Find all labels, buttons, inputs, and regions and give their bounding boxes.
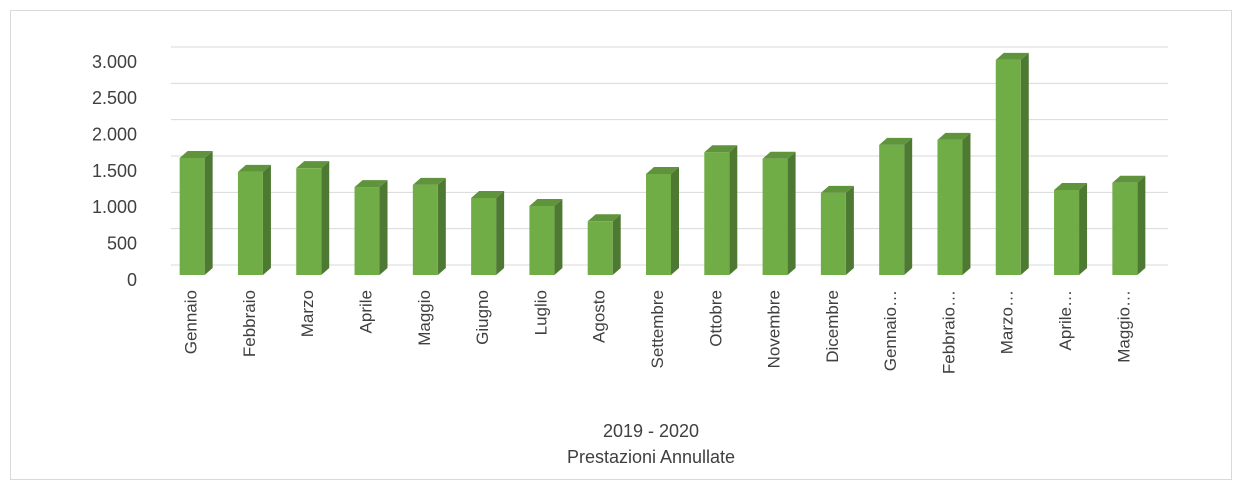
x-tick-label: Gennaio… (881, 290, 900, 371)
x-tick-label: Aprile (357, 290, 376, 333)
bar-top (995, 52, 1029, 60)
x-tick-label: Novembre (765, 290, 784, 368)
bar-top (820, 185, 854, 193)
y-tick-label: 0 (127, 270, 137, 290)
bar-top (704, 145, 738, 153)
bar-top (879, 137, 913, 145)
bar (937, 139, 963, 275)
bar-top (646, 166, 679, 174)
bar-side (262, 164, 271, 275)
bar-top (471, 190, 505, 198)
bar-side (787, 151, 796, 275)
x-tick-label: Febbraio… (939, 290, 958, 374)
y-tick-label: 500 (107, 233, 137, 253)
bar-side (904, 137, 913, 275)
bar-side (1020, 52, 1029, 276)
bar-side (554, 198, 563, 275)
x-tick-label: Giugno (473, 290, 492, 345)
y-tick-label: 2.000 (92, 124, 137, 144)
bar (237, 171, 263, 275)
bar (1112, 182, 1138, 275)
bar (762, 158, 788, 275)
x-tick-label: Gennaio (182, 290, 201, 354)
x-tick-label: Marzo… (998, 290, 1017, 354)
bar-side (437, 177, 446, 275)
x-tick-label: Settembre (648, 290, 667, 368)
x-tick-label: Febbraio (240, 290, 259, 357)
bar (179, 158, 205, 275)
x-tick-label: Ottobre (706, 290, 725, 347)
bar-top (354, 180, 388, 188)
bar (354, 187, 380, 275)
bar (1054, 189, 1080, 275)
x-axis-title: 2019 - 2020 (603, 421, 699, 441)
y-tick-label: 2.500 (92, 88, 137, 108)
bar-side (612, 214, 621, 275)
bar-top (237, 164, 271, 172)
bar (704, 152, 730, 275)
bar (646, 173, 671, 275)
y-tick-label: 3.000 (92, 52, 137, 72)
bar (587, 221, 613, 275)
bar (995, 59, 1021, 276)
x-tick-label: Dicembre (823, 290, 842, 363)
x-axis-subtitle: Prestazioni Annullate (567, 447, 735, 467)
bar-side (1137, 175, 1146, 275)
bar-side (962, 132, 971, 275)
bar-top (529, 198, 563, 206)
bar-side (845, 185, 854, 275)
x-tick-label: Aprile… (1056, 290, 1075, 350)
bar-top (1054, 182, 1088, 190)
bar-side (321, 161, 330, 275)
bar (820, 192, 846, 275)
bar-top (179, 151, 213, 159)
bar (296, 168, 322, 275)
bar-side (729, 145, 738, 275)
bar-side (671, 166, 679, 275)
x-tick-label: Marzo (298, 290, 317, 337)
bar (529, 205, 555, 275)
bar (412, 184, 438, 275)
bar (879, 144, 905, 275)
bar-top (412, 177, 446, 185)
x-tick-label: Maggio (415, 290, 434, 346)
bar-side (496, 190, 505, 275)
y-tick-label: 1.500 (92, 161, 137, 181)
bar-top (1112, 175, 1146, 183)
x-tick-label: Maggio… (1114, 290, 1133, 363)
bar-top (587, 214, 621, 222)
bar-top (296, 161, 330, 169)
bar-top (937, 132, 971, 140)
bar-side (204, 151, 213, 275)
bar-top (762, 151, 796, 159)
bar-side (1079, 182, 1088, 275)
bar (471, 197, 497, 275)
x-tick-label: Agosto (590, 290, 609, 343)
x-tick-label: Luglio (531, 290, 550, 335)
y-tick-label: 1.000 (92, 197, 137, 217)
bar-side (379, 180, 388, 275)
